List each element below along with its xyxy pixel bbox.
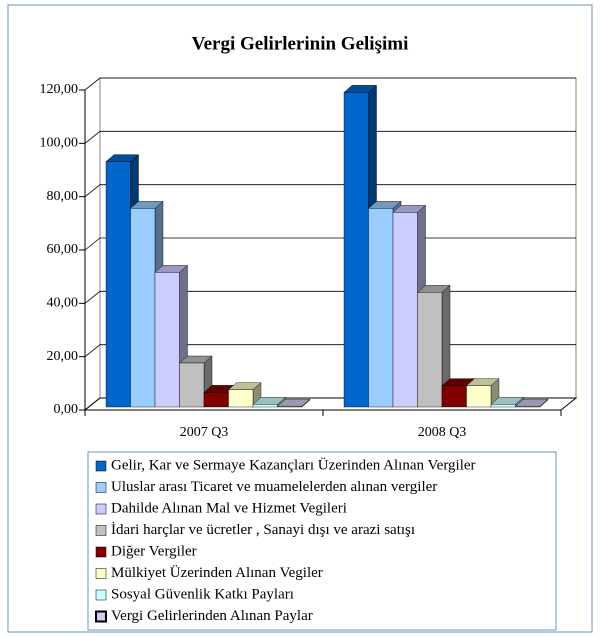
bar (343, 92, 369, 408)
legend-label: Gelir, Kar ve Sermaye Kazançları Üzerind… (111, 456, 476, 473)
legend-swatch (95, 503, 107, 515)
legend-label: Uluslar arası Ticaret ve muamelelerden a… (111, 479, 437, 495)
legend-label: Dahilde Alınan Mal ve Hizmet Vegileri (111, 500, 347, 516)
legend-label: Mülkiyet Üzerinden Alınan Vegiler (111, 564, 323, 581)
chart-title: Vergi Gelirlerinin Gelişimi (192, 33, 409, 54)
y-tick-label: 60,00 (47, 242, 79, 257)
bar (417, 292, 443, 408)
bar (466, 385, 492, 408)
legend-swatch (95, 460, 107, 472)
bar (490, 404, 516, 408)
grid-line (84, 77, 576, 91)
y-tick-label: 100,00 (40, 136, 79, 151)
bar (392, 212, 418, 408)
bar (130, 208, 156, 408)
legend-box (87, 451, 557, 631)
bar (203, 392, 229, 408)
legend-swatch (95, 589, 107, 601)
grid-line (84, 130, 576, 144)
legend-swatch (95, 546, 107, 558)
y-tick-label: 20,00 (47, 349, 79, 364)
x-tick-label: 2007 Q3 (180, 425, 229, 440)
bar (179, 362, 205, 408)
legend-label: Vergi Gelirlerinden Alınan Paylar (111, 608, 313, 624)
bar (228, 389, 254, 408)
legend-swatch (95, 568, 107, 579)
y-tick-label: 80,00 (47, 189, 79, 204)
x-tick-label: 2008 Q3 (418, 425, 467, 440)
legend-label: Sosyal Güvenlik Katkı Payları (111, 586, 294, 602)
legend-label: İdari harçlar ve ücretler , Sanayi dışı … (111, 522, 415, 538)
bar (441, 385, 467, 408)
y-tick-label: 120,00 (40, 82, 79, 97)
bar (515, 406, 541, 408)
y-tick-label: 40,00 (47, 296, 79, 311)
bar (154, 272, 180, 408)
legend-swatch (95, 525, 107, 536)
bar (105, 161, 131, 408)
bar (368, 208, 394, 408)
legend-swatch (95, 610, 107, 623)
bar (277, 406, 303, 408)
legend-swatch (95, 482, 107, 493)
bar (252, 404, 278, 408)
y-tick-label: 0,00 (54, 402, 79, 417)
grid-line (84, 184, 576, 197)
legend-label: Diğer Vergiler (111, 543, 197, 559)
